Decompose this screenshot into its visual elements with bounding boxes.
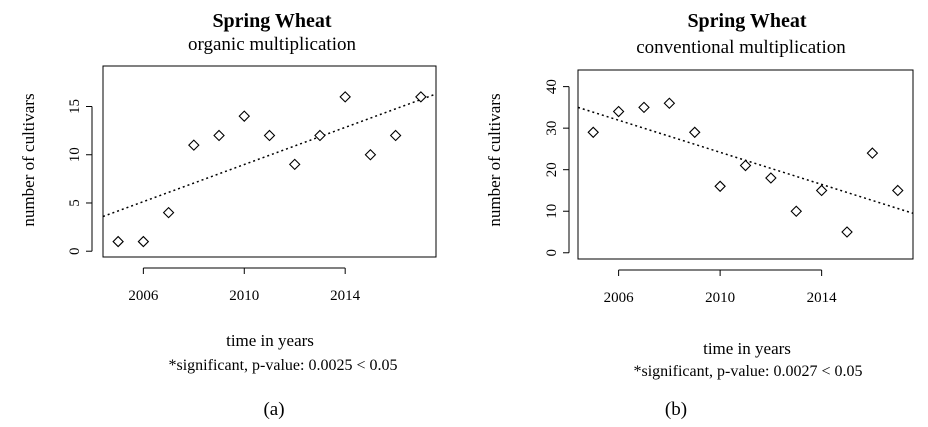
chart-b-y-tick-label: 0	[544, 249, 560, 257]
chart-b-y-tick-label: 40	[544, 79, 560, 94]
chart-a-plot-frame	[102, 65, 437, 258]
chart-b-y-tick-label: 10	[544, 204, 560, 219]
chart-a-points	[112, 91, 427, 248]
chart-a-data-point	[364, 148, 377, 161]
chart-b-panel-label: (b)	[665, 399, 687, 420]
chart-b-data-point	[790, 205, 803, 218]
chart-a-data-point	[112, 235, 124, 248]
chart-a-data-point	[389, 129, 402, 142]
chart-b-points	[587, 97, 904, 238]
chart-b-x-tick-label: 2014	[807, 290, 838, 306]
chart-b-ylabel: number of cultivars	[485, 93, 504, 226]
chart-b-y-tick-label: 30	[544, 121, 560, 136]
chart-b-data-point	[815, 184, 828, 197]
chart-a-y-axis: 0 5 10 15	[67, 99, 93, 255]
chart-b-data-point	[688, 126, 701, 139]
chart-a-y-tick-label: 10	[67, 147, 83, 162]
chart-b-x-tick-label: 2006	[604, 290, 635, 306]
chart-b-data-point	[587, 126, 600, 139]
chart-b-plot-frame	[577, 69, 914, 260]
chart-b-data-point	[841, 226, 853, 238]
chart-a-y-tick-label: 5	[67, 199, 83, 207]
chart-a-xlabel: time in years	[226, 331, 314, 350]
chart-a-data-point	[162, 206, 175, 219]
chart-b-x-tick-label: 2010	[705, 290, 735, 306]
chart-b-data-point	[638, 101, 650, 114]
chart-a-data-point	[263, 129, 276, 142]
chart-a-y-tick-label: 0	[67, 247, 83, 255]
chart-b-subtitle: conventional multiplication	[636, 37, 846, 58]
chart-b-data-point	[866, 147, 879, 159]
chart-a-x-tick-label: 2014	[330, 288, 361, 304]
chart-a-data-point	[213, 129, 225, 142]
chart-a-x-tick-label: 2006	[128, 288, 159, 304]
chart-a-x-tick-label: 2010	[229, 288, 259, 304]
chart-a-significance-note: *significant, p-value: 0.0025 < 0.05	[169, 357, 398, 374]
chart-b-xlabel: time in years	[703, 339, 791, 358]
chart-a-data-point	[288, 158, 301, 171]
chart-b-title: Spring Wheat	[687, 10, 806, 32]
panel-a: Spring Wheat organic multiplication 0 5 10…	[19, 10, 437, 420]
chart-a-title: Spring Wheat	[212, 10, 331, 32]
chart-a-panel-label: (a)	[263, 399, 284, 420]
chart-b-data-point	[612, 105, 625, 118]
chart-a-data-point	[137, 235, 150, 248]
chart-b-significance-note: *significant, p-value: 0.0027 < 0.05	[634, 363, 863, 380]
chart-a-data-point	[314, 129, 326, 142]
chart-a-trend-line	[102, 93, 437, 218]
chart-b-data-point	[663, 97, 676, 110]
chart-a-x-axis: 2006 2010 2014	[128, 267, 361, 304]
chart-b-data-point	[739, 159, 752, 172]
chart-a-data-point	[238, 110, 251, 122]
panel-b: Spring Wheat conventional multiplication…	[485, 10, 914, 420]
chart-b-y-tick-label: 20	[544, 162, 560, 177]
chart-a-ylabel: number of cultivars	[19, 93, 38, 226]
chart-b-data-point	[891, 184, 904, 197]
chart-b-y-axis: 0 10 20 30 40	[544, 79, 570, 257]
chart-b-data-point	[714, 180, 726, 193]
chart-a-data-point	[339, 91, 351, 103]
chart-a-data-point	[188, 139, 200, 151]
chart-b-data-point	[765, 172, 777, 184]
chart-b-x-axis: 2006 2010 2014	[604, 269, 838, 306]
chart-a-subtitle: organic multiplication	[188, 34, 356, 55]
chart-a-y-tick-label: 15	[67, 99, 83, 114]
chart-a-data-point	[415, 91, 427, 103]
